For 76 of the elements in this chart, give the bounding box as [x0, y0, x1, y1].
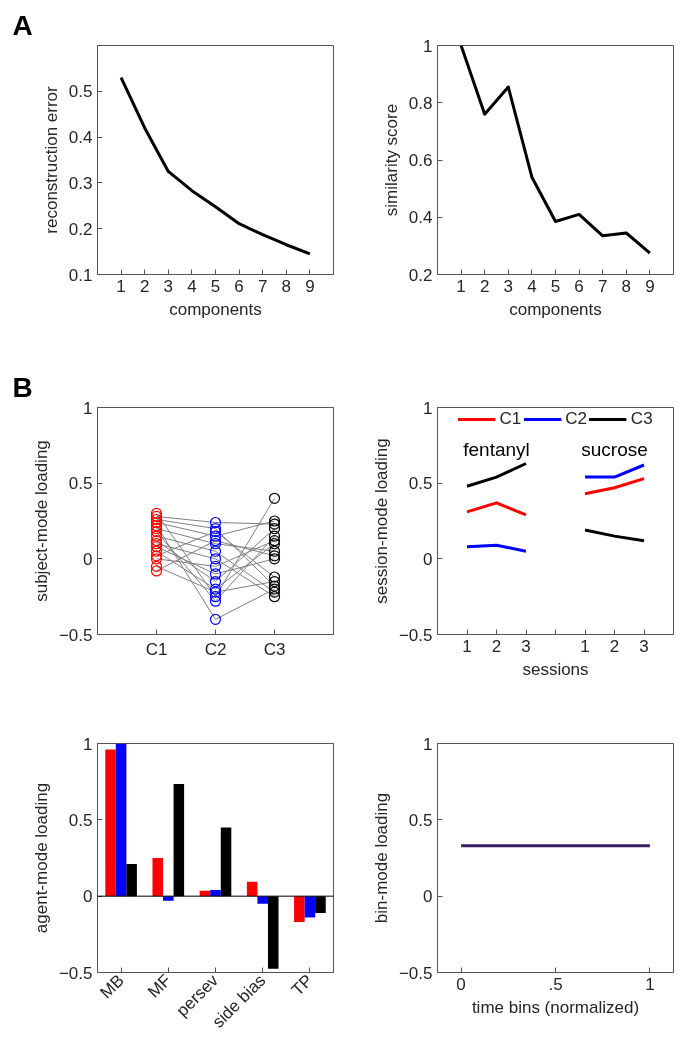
- y-tick-label: 0.4: [408, 208, 433, 228]
- x-tick-label: 1: [116, 276, 126, 296]
- x-tick-label: 0: [456, 974, 466, 994]
- y-axis-title: reconstruction error: [41, 85, 61, 234]
- y-tick-label: 0: [83, 549, 93, 569]
- y-tick-label: 1: [83, 734, 93, 754]
- x-tick-label: 1: [645, 974, 655, 994]
- y-tick-label: 0: [83, 887, 93, 907]
- y-tick-label: 0.5: [68, 474, 93, 494]
- x-tick-label: 2: [609, 636, 620, 656]
- legend-label: C2: [565, 409, 587, 429]
- y-axis-title: session-mode loading: [371, 438, 391, 604]
- y-tick-label: 0: [423, 887, 433, 907]
- x-tick-label: MF: [144, 970, 176, 1002]
- y-tick-label: 1: [423, 734, 433, 754]
- y-tick-label: 0.5: [68, 810, 93, 830]
- y-tick-label: 0.2: [408, 265, 433, 285]
- y-tick-label: 0: [423, 549, 433, 569]
- x-tick-label: 2: [479, 276, 490, 296]
- y-axis-title: bin-mode loading: [371, 792, 391, 924]
- y-tick-label: 0.5: [408, 474, 433, 494]
- annotation: fentanyl: [463, 439, 530, 460]
- x-tick-label: 2: [491, 636, 502, 656]
- x-tick-label: 3: [503, 276, 514, 296]
- y-tick-label: 0.2: [68, 219, 93, 239]
- x-tick-label: TP: [287, 970, 317, 1000]
- x-tick-label: 6: [574, 276, 584, 296]
- x-tick-label: 1: [462, 636, 472, 656]
- legend-label: C3: [630, 409, 653, 429]
- x-tick-label: .5: [548, 974, 563, 994]
- x-tick-label: 8: [621, 276, 632, 296]
- x-tick-label: 4: [527, 276, 537, 296]
- x-tick-label: 6: [234, 276, 244, 296]
- x-axis-title: time bins (normalized): [471, 997, 640, 1017]
- x-tick-label: 3: [521, 636, 531, 656]
- x-tick-label: 4: [187, 276, 197, 296]
- x-axis-title: components: [509, 299, 602, 319]
- annotation: sucrose: [581, 439, 648, 460]
- x-tick-label: C3: [263, 639, 286, 659]
- y-axis-title: subject-mode loading: [31, 440, 51, 602]
- y-tick-label: 0.5: [68, 82, 93, 102]
- x-tick-label: C2: [204, 639, 227, 659]
- y-axis-title: agent-mode loading: [31, 782, 51, 934]
- x-axis-title: components: [169, 299, 262, 319]
- x-tick-label: 8: [281, 276, 292, 296]
- y-tick-label: −0.5: [398, 963, 433, 983]
- x-tick-label: 3: [639, 636, 649, 656]
- legend-label: C1: [499, 409, 522, 429]
- y-tick-label: −0.5: [58, 963, 93, 983]
- y-axis-title: similarity score: [381, 103, 401, 217]
- y-tick-label: 0.6: [408, 151, 433, 170]
- x-tick-label: MB: [96, 970, 128, 1003]
- y-tick-label: 0.8: [408, 93, 433, 113]
- y-tick-label: 1: [423, 398, 433, 418]
- x-tick-label: 9: [305, 276, 315, 296]
- x-tick-label: 1: [580, 636, 590, 656]
- x-tick-label: 3: [163, 276, 174, 296]
- y-tick-label: −0.5: [398, 625, 433, 645]
- text: A: [12, 9, 33, 41]
- x-axis-title: sessions: [522, 659, 589, 679]
- x-tick-label: 5: [210, 276, 221, 296]
- y-tick-label: 0.5: [408, 810, 433, 830]
- x-tick-label: 1: [456, 276, 466, 296]
- text: B: [12, 371, 33, 403]
- x-tick-label: C1: [145, 639, 168, 659]
- y-tick-label: 0.4: [68, 128, 93, 148]
- y-tick-label: 1: [423, 36, 433, 56]
- y-tick-label: −0.5: [58, 625, 93, 645]
- x-tick-label: 2: [139, 276, 150, 296]
- x-tick-label: 5: [550, 276, 561, 296]
- y-tick-label: 0.3: [68, 173, 93, 193]
- x-tick-label: 9: [645, 276, 655, 296]
- y-tick-label: 1: [83, 398, 93, 418]
- y-tick-label: 0.1: [68, 265, 93, 285]
- x-tick-label: 7: [597, 276, 608, 296]
- x-tick-label: 7: [257, 276, 268, 296]
